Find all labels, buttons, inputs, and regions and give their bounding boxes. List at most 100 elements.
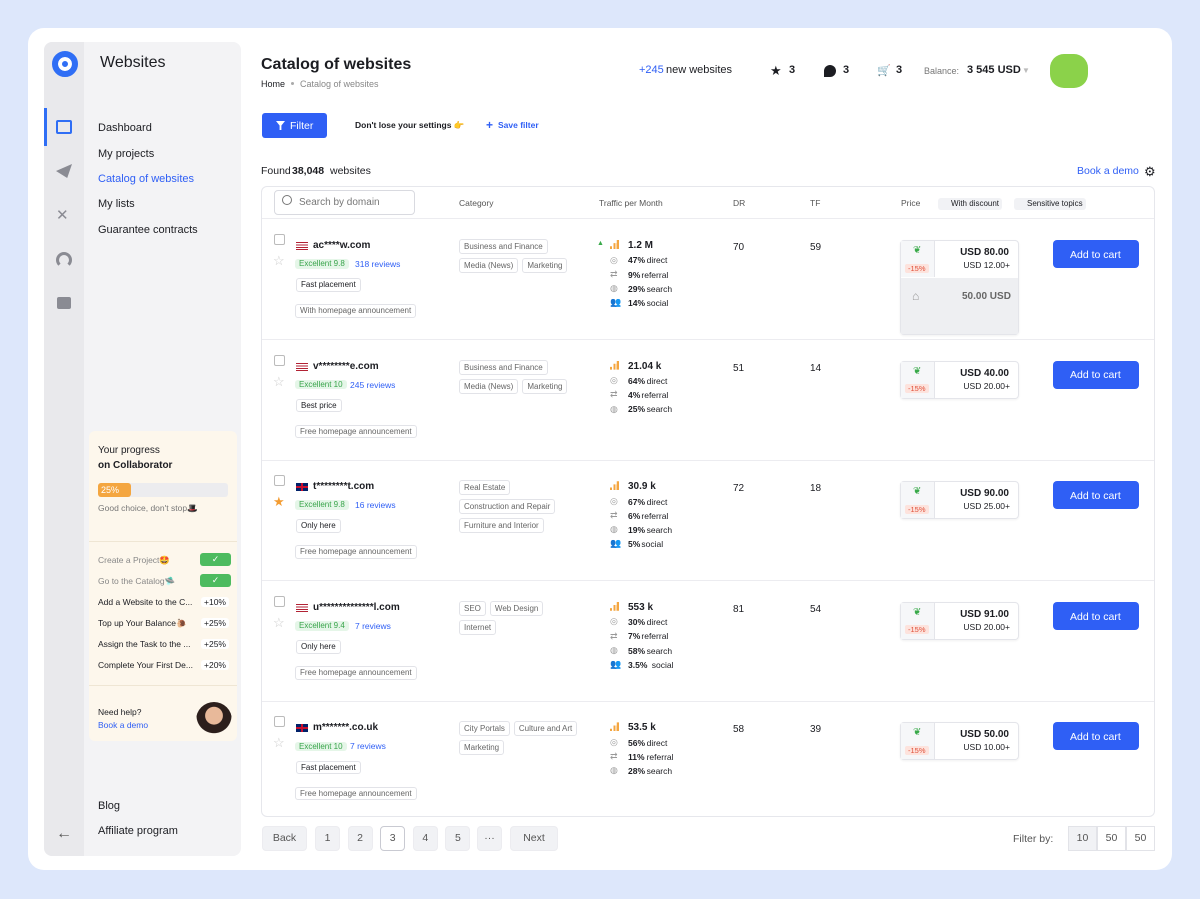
column-header: TF <box>810 197 821 208</box>
divider <box>89 541 237 542</box>
row-star[interactable]: ☆ <box>273 614 285 630</box>
task-label[interactable]: Create a Project🤩 <box>98 554 171 565</box>
new-label[interactable]: new websites <box>666 64 733 77</box>
price-box <box>900 722 1019 761</box>
row-checkbox[interactable] <box>274 716 285 728</box>
row-line <box>262 700 1154 702</box>
page-title: Catalog of websites <box>261 56 412 74</box>
domain[interactable]: t********t.com <box>313 481 375 493</box>
cart-button[interactable] <box>1053 601 1139 630</box>
cart-label[interactable]: Add to cart <box>1070 610 1121 623</box>
row-star[interactable]: ★ <box>273 494 285 510</box>
help-link[interactable]: Book a demo <box>98 719 149 730</box>
cart-button[interactable] <box>1053 360 1139 389</box>
nav-item[interactable]: Dashboard <box>98 122 152 135</box>
row-checkbox[interactable] <box>274 475 285 487</box>
new-count[interactable]: +245 <box>639 64 664 77</box>
filter-button[interactable] <box>262 113 327 138</box>
row-star[interactable]: ☆ <box>273 253 285 268</box>
tools-icon[interactable]: ✕ <box>56 207 69 224</box>
user-avatar[interactable] <box>1050 54 1088 88</box>
breadcrumb-home[interactable]: Home <box>261 78 286 89</box>
page-button[interactable]: 5 <box>445 826 471 851</box>
page-size[interactable]: 50 <box>1097 826 1126 851</box>
page-size[interactable]: 10 <box>1068 826 1097 851</box>
category-chip: Marketing <box>459 740 505 756</box>
price-box <box>900 240 1019 335</box>
traffic-source: direct <box>646 255 668 266</box>
domain[interactable]: ac****w.com <box>313 240 371 251</box>
discount: -15% <box>905 384 929 394</box>
traffic-share: 7% <box>628 631 641 642</box>
row-star[interactable]: ☆ <box>273 373 285 389</box>
page-button[interactable]: 1 <box>315 826 340 851</box>
chat-icon[interactable] <box>824 65 836 77</box>
logo[interactable] <box>52 51 78 77</box>
active-marker <box>44 108 47 146</box>
cart-icon[interactable]: 🛒 <box>877 65 891 77</box>
cart-button[interactable] <box>1053 481 1139 510</box>
row-line <box>262 580 1154 582</box>
sensitive-toggle[interactable]: Sensitive topics <box>1014 198 1086 210</box>
reviews[interactable]: 7 reviews <box>355 620 391 631</box>
task-label[interactable]: Go to the Catalog🛸 <box>98 575 176 586</box>
task-label[interactable]: Top up Your Balance🐌 <box>98 617 187 628</box>
collapse-icon[interactable]: ← <box>56 825 72 842</box>
category-chip: Web Design <box>489 600 544 616</box>
footer-link[interactable]: Blog <box>98 800 121 813</box>
dr: 70 <box>733 242 745 253</box>
discount-toggle[interactable]: With discount <box>938 198 1003 210</box>
cart-label[interactable]: Add to cart <box>1070 369 1121 382</box>
traffic-total: 1.2 M <box>628 240 654 251</box>
reviews[interactable]: 318 reviews <box>355 258 401 269</box>
nav-item[interactable]: Catalog of websites <box>98 173 194 185</box>
footer-link[interactable]: Affiliate program <box>98 825 178 838</box>
row-star[interactable]: ☆ <box>273 735 285 751</box>
traffic-source: social <box>646 298 669 308</box>
cart-button[interactable] <box>1053 240 1139 268</box>
cart-label[interactable]: Add to cart <box>1070 731 1121 744</box>
save-filter[interactable]: Save filter <box>498 119 539 130</box>
domain[interactable]: u**************l.com <box>313 601 400 613</box>
domain[interactable]: m*******.co.uk <box>313 722 379 734</box>
price-box <box>900 481 1019 520</box>
book-demo[interactable]: Book a demo <box>1077 164 1139 177</box>
page-button[interactable]: 2 <box>347 826 373 851</box>
search-placeholder[interactable]: Search by domain <box>299 197 380 208</box>
cart-label[interactable]: Add to cart <box>1070 489 1121 502</box>
cart-button[interactable] <box>1053 722 1139 751</box>
next-button[interactable]: Next <box>510 826 558 851</box>
catalog-icon[interactable] <box>56 120 72 134</box>
reviews[interactable]: 245 reviews <box>350 379 396 390</box>
task-label[interactable]: Add a Website to the C... <box>98 596 193 607</box>
reviews[interactable]: 16 reviews <box>355 500 396 511</box>
row-checkbox[interactable] <box>274 234 285 245</box>
settings-icon[interactable]: ⚙ <box>1144 164 1156 179</box>
filter-label[interactable]: Filter <box>290 119 314 132</box>
star-icon[interactable]: ★ <box>770 63 782 78</box>
dropdown-caret[interactable]: ▼ <box>1022 66 1030 75</box>
found-prefix: Found <box>261 164 291 177</box>
row-checkbox[interactable] <box>274 354 285 366</box>
domain[interactable]: v********e.com <box>313 360 379 372</box>
more-button[interactable]: ··· <box>477 826 502 851</box>
task-label[interactable]: Complete Your First De... <box>98 659 193 670</box>
row-checkbox[interactable] <box>274 595 285 607</box>
badge: Fast placement <box>296 760 361 775</box>
page-button[interactable]: 3 <box>380 826 406 851</box>
page-button[interactable]: 4 <box>412 826 438 851</box>
cart-label[interactable]: Add to cart <box>1070 248 1121 261</box>
traffic-share: 14% <box>628 298 646 308</box>
page-size[interactable]: 50 <box>1126 826 1155 851</box>
traffic-share: 67% <box>628 496 646 507</box>
nav-item[interactable]: Guarantee contracts <box>98 223 198 236</box>
task-label[interactable]: Assign the Task to the ... <box>98 638 191 649</box>
support-icon[interactable] <box>56 252 72 268</box>
reviews[interactable]: 7 reviews <box>350 741 386 752</box>
back-button[interactable]: Back <box>262 826 307 851</box>
nav-item[interactable]: My lists <box>98 198 135 211</box>
faq-icon[interactable] <box>57 297 71 309</box>
search-input[interactable] <box>274 190 415 215</box>
traffic-share: 6% <box>628 510 641 521</box>
nav-item[interactable]: My projects <box>98 147 155 160</box>
